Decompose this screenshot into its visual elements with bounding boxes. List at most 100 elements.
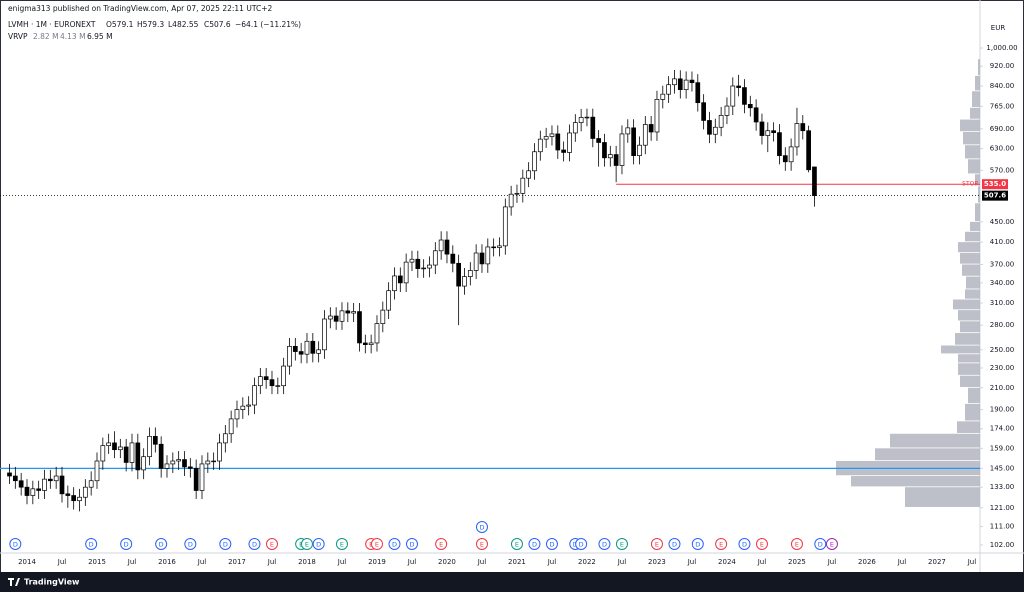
x-tick-label: Jul bbox=[57, 558, 67, 566]
event-badge bbox=[184, 538, 197, 550]
plot-area bbox=[0, 59, 980, 512]
candle-body bbox=[672, 78, 677, 86]
candle-body bbox=[222, 433, 228, 444]
event-badge bbox=[668, 538, 681, 550]
candle-body bbox=[100, 445, 106, 462]
y-tick-label: 1,000.00 bbox=[986, 44, 1017, 52]
candle-body bbox=[135, 442, 141, 471]
event-badge bbox=[85, 538, 98, 550]
x-tick-label: Jul bbox=[477, 558, 487, 566]
ohlc-open: O579.1 bbox=[106, 20, 134, 29]
candle-body bbox=[421, 267, 426, 270]
event-label: E bbox=[305, 541, 309, 549]
candle-body bbox=[578, 117, 584, 123]
brand: TradingView bbox=[24, 578, 80, 587]
candle-body bbox=[602, 142, 607, 159]
candle-body bbox=[170, 460, 176, 465]
candle-body bbox=[660, 93, 666, 100]
candle-body bbox=[532, 151, 537, 172]
x-tick-label: Jul bbox=[757, 558, 767, 566]
candle-body bbox=[240, 405, 246, 410]
candle-body bbox=[782, 155, 788, 163]
candle-body bbox=[467, 270, 473, 277]
candle-body bbox=[152, 435, 158, 445]
candle-body bbox=[316, 349, 321, 354]
candle-body bbox=[526, 170, 531, 179]
event-label: D bbox=[532, 541, 537, 549]
candle-body bbox=[228, 418, 234, 435]
candle-body bbox=[199, 463, 205, 491]
candle-body bbox=[24, 486, 30, 496]
event-label: D bbox=[742, 541, 747, 549]
event-label: E bbox=[439, 541, 443, 549]
volume-profile-bar bbox=[975, 174, 980, 186]
x-tick-label: 2016 bbox=[158, 558, 176, 566]
x-tick-label: 2027 bbox=[928, 558, 946, 566]
candle-body bbox=[596, 138, 601, 143]
volume-profile-bar bbox=[960, 375, 980, 387]
y-tick-label: 145.00 bbox=[990, 464, 1015, 472]
candle-body bbox=[794, 123, 800, 148]
x-tick-label: 2026 bbox=[858, 558, 876, 566]
volume-profile-bar bbox=[975, 203, 980, 222]
event-badge bbox=[405, 538, 418, 550]
y-tick-label: 630.00 bbox=[990, 145, 1015, 153]
candle-body bbox=[368, 342, 374, 345]
candle-body bbox=[158, 443, 164, 469]
event-label: D bbox=[188, 541, 193, 549]
candle-body bbox=[654, 99, 660, 133]
candle-body bbox=[561, 149, 566, 153]
candle-body bbox=[514, 192, 520, 195]
candle-body bbox=[257, 376, 263, 387]
candle-body bbox=[590, 116, 596, 139]
candle-body bbox=[736, 85, 741, 88]
x-tick-label: 2014 bbox=[18, 558, 36, 566]
volume-profile-bar bbox=[960, 119, 980, 132]
candle-body bbox=[438, 239, 444, 252]
event-label: E bbox=[480, 541, 484, 549]
candle-body bbox=[59, 475, 65, 495]
candle-body bbox=[642, 124, 648, 146]
candle-body bbox=[502, 206, 508, 247]
candle-body bbox=[246, 404, 252, 407]
candle-body bbox=[18, 480, 24, 488]
volume-profile-bar bbox=[968, 159, 980, 174]
candle-body bbox=[683, 79, 689, 91]
y-tick-label: 190.00 bbox=[990, 406, 1015, 414]
y-tick-label: 250.00 bbox=[990, 346, 1015, 354]
footer-bar bbox=[0, 572, 1024, 592]
event-badge bbox=[814, 538, 827, 550]
x-tick-label: 2018 bbox=[298, 558, 316, 566]
y-tick-label: 840.00 bbox=[990, 82, 1015, 90]
candle-body bbox=[450, 253, 456, 264]
volume-profile-bar bbox=[958, 310, 980, 321]
candle-body bbox=[567, 132, 572, 153]
y-tick-label: 765.00 bbox=[990, 102, 1015, 110]
candle-body bbox=[788, 146, 794, 163]
volume-profile-bar bbox=[962, 264, 980, 276]
candle-body bbox=[689, 79, 695, 84]
event-badge bbox=[475, 538, 488, 550]
candle-body bbox=[275, 385, 281, 387]
candle-body bbox=[712, 126, 718, 135]
x-tick-label: 2020 bbox=[438, 558, 456, 566]
event-badge bbox=[300, 538, 313, 550]
y-tick-label: 133.00 bbox=[990, 483, 1015, 491]
event-label: E bbox=[515, 541, 519, 549]
candle-body bbox=[94, 460, 100, 482]
event-badge bbox=[370, 538, 383, 550]
candle-body bbox=[176, 459, 182, 462]
volume-profile-bar bbox=[953, 299, 980, 310]
last-price-label: 507.6 bbox=[984, 192, 1006, 200]
stop-text: STOP bbox=[962, 181, 978, 188]
candle-body bbox=[339, 310, 345, 322]
event-label: E bbox=[270, 541, 274, 549]
candle-body bbox=[333, 315, 339, 322]
x-tick-label: Jul bbox=[897, 558, 907, 566]
event-badge bbox=[435, 538, 448, 550]
candle-body bbox=[543, 136, 549, 140]
event-badge bbox=[265, 538, 278, 550]
candle-body bbox=[619, 133, 625, 166]
ohlc-close: C507.6 bbox=[204, 20, 231, 29]
